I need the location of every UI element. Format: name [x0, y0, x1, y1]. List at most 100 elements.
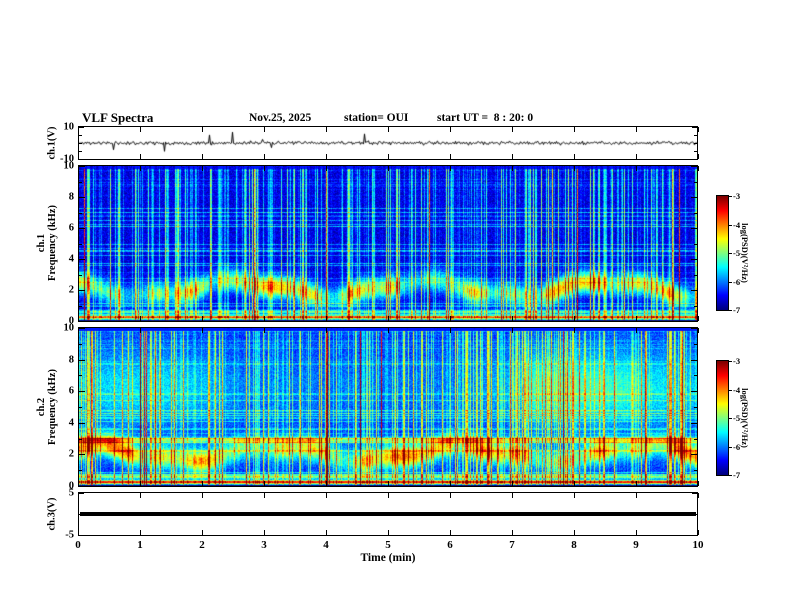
x-tick — [636, 154, 637, 159]
x-tick-label: 9 — [633, 539, 639, 551]
colorbar-tick — [729, 196, 732, 197]
x-tick-label: 4 — [323, 539, 329, 551]
x-tick — [574, 530, 575, 535]
colorbar-tick-label: -4 — [733, 219, 741, 230]
colorbar-tick-label: -3 — [733, 356, 741, 366]
colorbar-tick-label: -5 — [733, 248, 741, 258]
y-tick — [79, 274, 82, 276]
y-tick — [79, 151, 82, 152]
x-tick — [78, 328, 79, 333]
y-tick — [79, 514, 82, 515]
y-tick — [79, 493, 84, 494]
y-tick — [691, 259, 697, 260]
x-tick — [78, 493, 79, 498]
y-tick — [691, 290, 697, 291]
x-tick — [698, 481, 699, 486]
y-tick — [691, 454, 697, 456]
x-tick — [202, 328, 203, 333]
y-tick — [691, 166, 697, 167]
y-tick-label: 2 — [68, 448, 74, 460]
x-tick — [78, 166, 79, 171]
y-tick — [79, 470, 82, 472]
ch2-spectrogram-canvas — [79, 328, 697, 486]
y-tick — [79, 407, 82, 408]
x-tick — [450, 127, 451, 132]
x-tick — [78, 154, 79, 159]
x-tick — [450, 166, 451, 171]
y-tick — [694, 243, 697, 245]
ch1-waveform-canvas — [79, 127, 697, 159]
y-tick — [691, 321, 697, 322]
x-tick — [326, 328, 327, 333]
x-tick — [202, 154, 203, 159]
ch1-voltage-axis-label: ch.1(V) — [46, 126, 58, 160]
date-annotation: Nov.25, 2025 — [249, 112, 312, 124]
start-ut-annotation: start UT = 8 : 20: 0 — [437, 112, 534, 124]
x-tick — [512, 154, 513, 159]
y-tick-label: 6 — [68, 222, 74, 234]
x-tick — [636, 493, 637, 498]
x-tick — [636, 166, 637, 171]
x-tick — [326, 493, 327, 498]
x-tick — [574, 316, 575, 321]
y-tick — [79, 321, 85, 322]
x-tick — [264, 530, 265, 535]
x-tick — [388, 481, 389, 486]
x-tick — [636, 530, 637, 535]
x-tick — [326, 166, 327, 171]
x-tick — [264, 166, 265, 171]
y-tick — [79, 454, 85, 456]
x-tick — [388, 154, 389, 159]
x-tick — [202, 127, 203, 132]
y-tick-label: -5 — [65, 529, 74, 541]
y-tick — [79, 391, 85, 393]
x-tick — [140, 328, 141, 333]
y-tick — [694, 343, 697, 345]
colorbar-1 — [716, 195, 729, 311]
colorbar-tick — [729, 418, 732, 419]
colorbar-tick — [729, 224, 732, 226]
colorbar-tick — [729, 389, 732, 391]
y-tick — [694, 514, 697, 515]
y-tick — [691, 328, 697, 329]
x-tick — [202, 166, 203, 171]
colorbar-tick-label: -5 — [733, 413, 741, 423]
x-tick — [698, 127, 699, 132]
colorbar-tick-label: -4 — [733, 384, 741, 395]
x-tick — [450, 493, 451, 498]
x-tick — [574, 328, 575, 333]
y-tick-label: -10 — [60, 153, 74, 165]
y-tick — [79, 359, 85, 361]
x-tick — [698, 154, 699, 159]
x-tick — [512, 530, 513, 535]
x-tick-label: 1 — [137, 539, 143, 551]
x-tick-label: 0 — [75, 539, 81, 551]
x-tick-label: 2 — [199, 539, 205, 551]
x-tick — [512, 493, 513, 498]
colorbar-tick — [729, 361, 732, 362]
ch1-spectrogram-panel — [78, 165, 698, 322]
colorbar-tick-label: -6 — [733, 276, 741, 287]
y-tick-label: 10 — [63, 322, 75, 334]
y-tick — [79, 127, 84, 128]
y-tick — [79, 212, 82, 214]
y-tick — [79, 305, 82, 307]
colorbar-tick — [729, 310, 732, 311]
y-tick — [79, 166, 85, 167]
ch2-axis-line1: ch.2 — [36, 397, 47, 417]
y-tick — [691, 228, 697, 229]
y-tick — [694, 143, 697, 144]
x-tick — [574, 481, 575, 486]
y-tick — [694, 212, 697, 214]
colorbar-2 — [716, 360, 729, 476]
x-tick — [512, 481, 513, 486]
x-tick — [512, 316, 513, 321]
station-annotation: station= OUI — [344, 112, 409, 124]
x-tick — [636, 328, 637, 333]
y-tick — [79, 197, 85, 198]
y-tick — [691, 359, 697, 361]
colorbar-tick-label: -7 — [733, 305, 741, 315]
x-tick — [140, 481, 141, 486]
y-tick — [692, 493, 697, 494]
ch3-voltage-axis-label: ch.3(V) — [46, 497, 58, 531]
